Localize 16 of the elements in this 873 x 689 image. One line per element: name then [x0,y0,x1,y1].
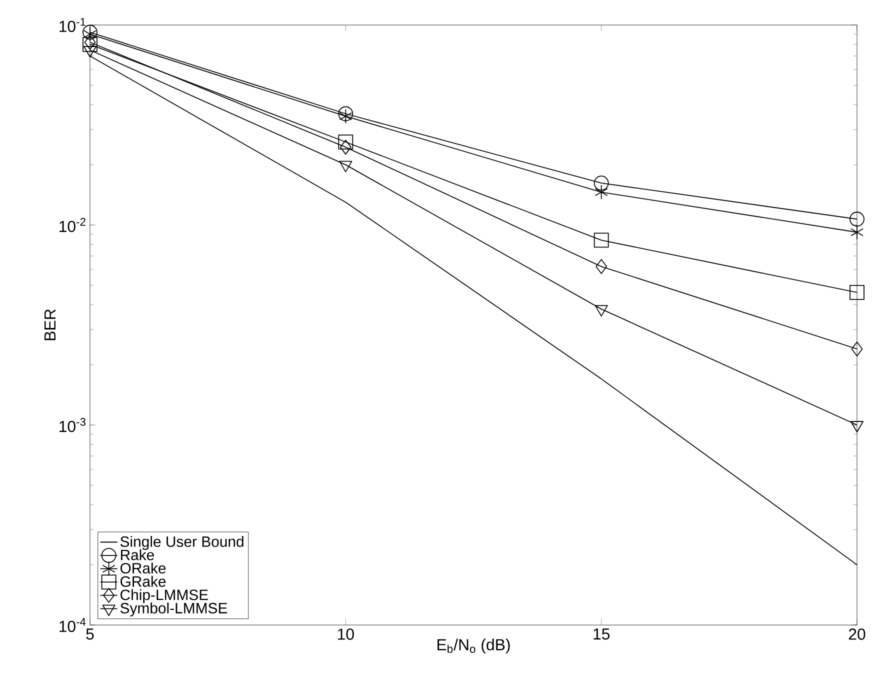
x-tick-label: 5 [86,628,94,640]
legend-label: Rake [120,549,154,560]
x-tick-label: 20 [848,628,866,640]
x-tick-label: 10 [338,628,354,640]
legend-label: Single User Bound [120,536,244,550]
y-axis-title: BER [44,309,56,340]
legend-label: GRake [120,576,166,587]
y-tick-label: 10$^{-1}$ [60,18,86,32]
legend-label: ORake [120,562,166,574]
y-tick-label: 10$^{-4}$ [60,618,86,632]
x-axis-title: E$_{b}$/N$_{o}$ (dB) [438,638,510,654]
y-tick-label: 10$^{-3}$ [60,418,86,432]
y-tick-label: 10$^{-2}$ [60,218,86,232]
x-tick-label: 15 [594,628,610,640]
legend-label: Symbol-LMMSE [120,602,228,616]
legend-label: Chip-LMMSE [120,589,208,604]
